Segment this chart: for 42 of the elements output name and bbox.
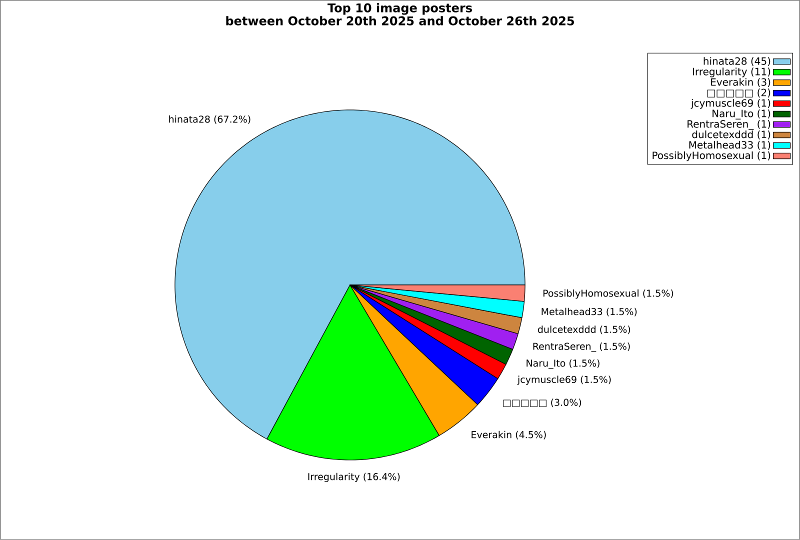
text: (45) <box>751 57 770 66</box>
text: (11) <box>751 68 770 77</box>
slice-label: Everakin <box>472 430 512 438</box>
chart-title: Top 10 image posters <box>328 3 472 15</box>
text: (2) <box>758 88 770 98</box>
slice-label: PossiblyHomosexual <box>543 289 638 299</box>
data-label: (1.5%) <box>600 342 630 352</box>
category-label: hinata28 <box>704 57 747 65</box>
legend-label: PossiblyHomosexual <box>652 151 753 162</box>
legend-label: jcymuscle69 <box>690 99 753 109</box>
slice-label: □□□□□ <box>503 400 546 408</box>
data-label: (1.5%) <box>600 326 630 334</box>
text: (1) <box>758 120 770 129</box>
slice-label: Metalhead33 <box>542 308 602 316</box>
text: (1) <box>758 130 770 140</box>
text: (1) <box>758 110 770 118</box>
legend-label: dulcetexddd <box>692 130 753 138</box>
slice-label: dulcetexddd <box>538 326 596 334</box>
legend-label: Metalhead33 <box>689 140 753 149</box>
text: (1) <box>758 140 770 150</box>
data-label: (1.5%) <box>580 376 611 384</box>
data-label: (1.5%) <box>606 308 637 316</box>
legend-label: Everakin <box>711 78 753 86</box>
text: (1) <box>758 99 770 108</box>
category-label: Irregularity <box>693 68 747 78</box>
data-label: (67.2%) <box>214 115 250 124</box>
legend-label: RentraSeren_ <box>688 120 754 130</box>
slice-label: jcymuscle69 <box>517 376 576 385</box>
data-label: (1.5%) <box>570 359 600 368</box>
data-label: (4.5%) <box>516 430 546 440</box>
legend-label: □□□□□ <box>707 90 753 98</box>
legend-label: Naru_Ito <box>712 110 754 120</box>
data-label: (16.4%) <box>364 472 400 482</box>
data-label: (3.0%) <box>551 398 582 408</box>
slice-label: RentraSeren_ <box>533 342 596 352</box>
chart-subtitle: between October 20th 2025 and October 26th 2025 <box>226 16 574 26</box>
slice-label: Irregularity <box>308 472 360 482</box>
text: (3) <box>758 78 770 88</box>
text: (1) <box>758 151 770 160</box>
data-label: (1.5%) <box>643 289 674 298</box>
slice-label: hinata28 <box>169 115 210 123</box>
slice-label: Naru_Ito <box>526 360 566 369</box>
